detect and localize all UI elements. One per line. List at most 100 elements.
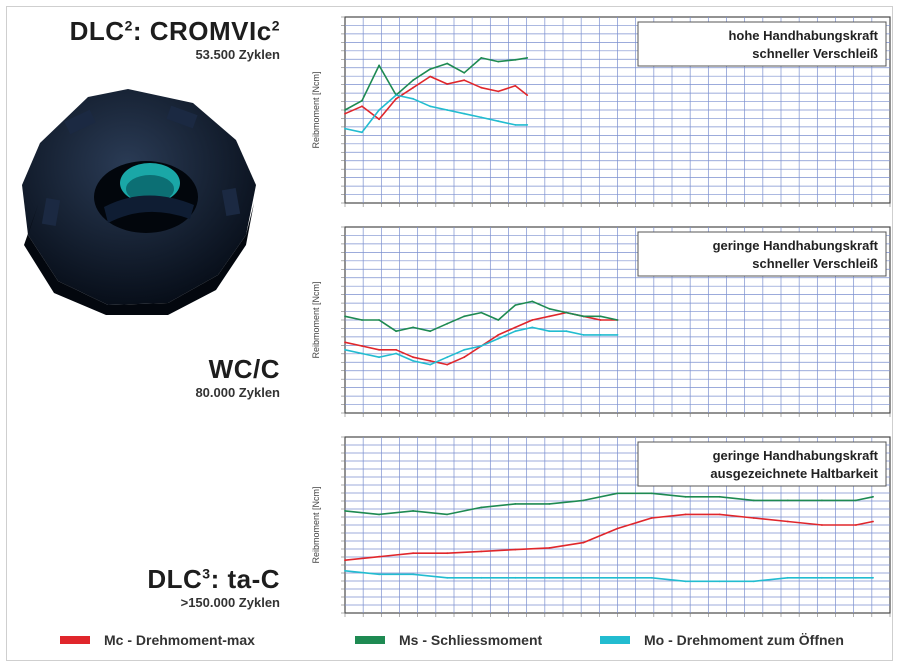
data-point <box>480 576 483 579</box>
data-point <box>378 513 380 516</box>
data-point <box>582 499 585 502</box>
data-point <box>786 499 789 502</box>
data-point <box>361 99 363 102</box>
data-point <box>497 60 500 63</box>
chart-panel-3: Reibmoment [Ncm] geringe Handhabungskraft… <box>311 436 891 617</box>
data-point <box>526 94 529 96</box>
data-point <box>480 506 483 509</box>
series-line-3 <box>344 94 528 134</box>
series-line-1 <box>344 75 528 121</box>
legend-swatch-ms <box>355 636 385 644</box>
data-point <box>599 319 602 321</box>
data-point <box>463 112 466 115</box>
legend-item-ms: Ms - Schliessmoment <box>355 632 542 648</box>
data-point <box>378 573 380 576</box>
data-point <box>548 547 551 549</box>
data-point <box>446 109 449 111</box>
data-point <box>786 520 789 523</box>
data-point <box>599 315 602 318</box>
data-point <box>514 84 517 87</box>
data-point <box>497 334 500 336</box>
data-point <box>344 315 346 318</box>
data-point <box>429 330 432 333</box>
data-point <box>446 356 449 359</box>
data-point <box>821 576 823 579</box>
data-point <box>514 58 517 61</box>
data-point <box>786 576 789 579</box>
data-point <box>531 326 534 329</box>
data-point <box>821 524 823 526</box>
data-point <box>344 109 346 111</box>
coated-part-image <box>22 89 256 315</box>
coating-title-2: WC/C <box>208 354 280 384</box>
data-point <box>429 75 432 78</box>
data-point <box>752 517 755 519</box>
legend-label-mc: Mc - Drehmoment-max <box>104 632 255 648</box>
coating-label-2: WC/C 80.000 Zyklen <box>195 355 280 400</box>
data-point <box>855 576 857 579</box>
data-point <box>378 118 380 121</box>
data-point <box>412 552 414 555</box>
data-point <box>395 94 397 96</box>
data-point <box>446 322 449 325</box>
data-point <box>344 569 346 572</box>
data-point <box>548 576 551 579</box>
data-point <box>616 576 619 579</box>
legend-label-ms: Ms - Schliessmoment <box>399 632 543 648</box>
legend-swatch-mc <box>60 636 90 644</box>
data-point <box>684 513 687 516</box>
data-point <box>526 124 529 126</box>
annotation-line: ausgezeichnete Haltbarkeit <box>710 466 878 481</box>
data-point <box>412 356 414 359</box>
data-point <box>616 527 619 530</box>
data-point <box>531 319 534 321</box>
data-point <box>395 348 397 351</box>
data-point <box>514 503 517 505</box>
data-point <box>565 330 568 333</box>
data-point <box>599 334 602 336</box>
data-point <box>718 513 721 516</box>
data-point <box>395 330 397 333</box>
data-point <box>344 112 346 115</box>
data-point <box>463 348 466 351</box>
data-point <box>480 57 483 59</box>
data-point <box>378 555 380 558</box>
data-point <box>650 492 653 495</box>
data-point <box>429 68 432 70</box>
data-point <box>872 576 874 579</box>
data-point <box>497 319 500 321</box>
chart-panel-1: Reibmoment [Ncm] hohe Handhabungskraft sch… <box>311 16 891 207</box>
data-point <box>514 330 517 333</box>
data-point <box>582 541 585 544</box>
data-point <box>514 548 517 551</box>
data-point <box>361 345 363 347</box>
annotation-line: schneller Verschleiß <box>752 256 878 271</box>
data-point <box>463 315 466 318</box>
data-point <box>497 90 500 93</box>
data-point <box>718 495 721 498</box>
data-point <box>548 307 551 310</box>
data-point <box>514 124 517 126</box>
data-point <box>480 550 483 553</box>
data-point <box>480 86 483 89</box>
data-point <box>446 83 449 85</box>
data-point <box>378 109 380 111</box>
legend: Mc - Drehmoment-max Ms - Schliessmoment … <box>55 632 895 654</box>
data-point <box>616 334 619 336</box>
data-point <box>463 71 466 74</box>
data-point <box>531 300 534 303</box>
data-point <box>855 524 857 526</box>
data-point <box>412 97 414 100</box>
coating-cycles-1: 53.500 Zyklen <box>195 46 280 62</box>
annotation-line: geringe Handhabungskraft <box>713 448 879 463</box>
annotation-box <box>637 231 887 277</box>
data-point <box>821 499 823 502</box>
y-axis-label: Reibmoment [Ncm] <box>311 281 321 358</box>
data-point <box>480 311 483 314</box>
data-point <box>429 360 432 362</box>
data-point <box>872 495 874 498</box>
data-point <box>718 580 721 583</box>
data-point <box>616 319 619 321</box>
data-point <box>650 517 653 519</box>
figure-frame <box>6 6 893 661</box>
